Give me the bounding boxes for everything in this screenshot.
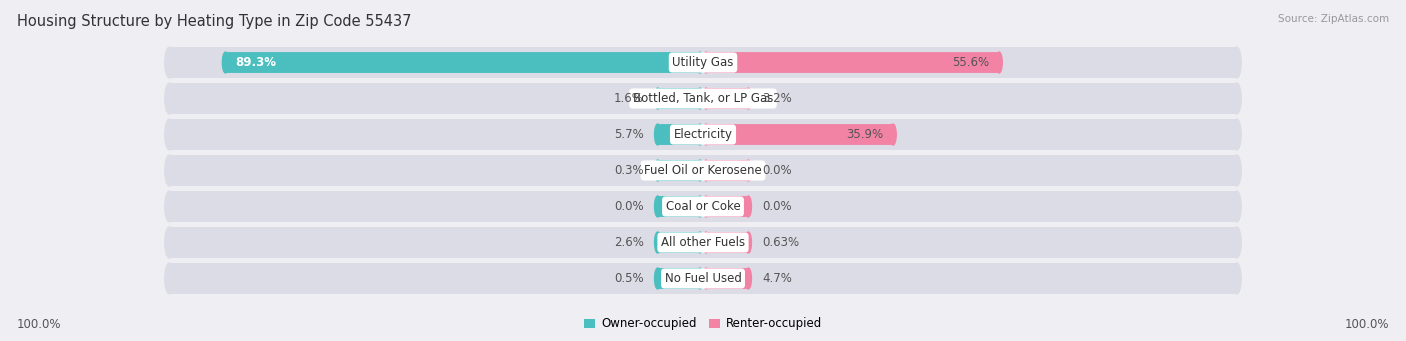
Circle shape: [697, 232, 703, 253]
Circle shape: [165, 263, 174, 294]
Circle shape: [703, 52, 709, 73]
FancyBboxPatch shape: [658, 160, 700, 181]
Text: 4.7%: 4.7%: [762, 272, 792, 285]
FancyBboxPatch shape: [706, 88, 748, 109]
FancyBboxPatch shape: [169, 227, 1237, 258]
Circle shape: [697, 88, 703, 109]
Circle shape: [703, 232, 709, 253]
Circle shape: [703, 160, 709, 181]
Text: 35.9%: 35.9%: [846, 128, 883, 141]
FancyBboxPatch shape: [658, 196, 700, 217]
Circle shape: [165, 119, 174, 150]
Circle shape: [165, 191, 174, 222]
FancyBboxPatch shape: [169, 191, 1237, 222]
Circle shape: [1232, 119, 1241, 150]
Circle shape: [165, 155, 174, 186]
Circle shape: [655, 268, 661, 289]
Text: Fuel Oil or Kerosene: Fuel Oil or Kerosene: [644, 164, 762, 177]
Text: Utility Gas: Utility Gas: [672, 56, 734, 69]
Circle shape: [165, 227, 174, 258]
Text: 2.6%: 2.6%: [614, 236, 644, 249]
Circle shape: [1232, 227, 1241, 258]
Circle shape: [1232, 47, 1241, 78]
FancyBboxPatch shape: [706, 160, 748, 181]
Text: Source: ZipAtlas.com: Source: ZipAtlas.com: [1278, 14, 1389, 24]
Circle shape: [703, 88, 709, 109]
Circle shape: [745, 196, 751, 217]
FancyBboxPatch shape: [706, 268, 748, 289]
FancyBboxPatch shape: [658, 268, 700, 289]
FancyBboxPatch shape: [169, 263, 1237, 294]
FancyBboxPatch shape: [706, 196, 748, 217]
Circle shape: [1232, 155, 1241, 186]
Circle shape: [697, 268, 703, 289]
Circle shape: [655, 160, 661, 181]
Circle shape: [697, 160, 703, 181]
Text: All other Fuels: All other Fuels: [661, 236, 745, 249]
FancyBboxPatch shape: [658, 88, 700, 109]
FancyBboxPatch shape: [706, 124, 893, 145]
Circle shape: [745, 160, 751, 181]
FancyBboxPatch shape: [706, 52, 1000, 73]
Circle shape: [165, 47, 174, 78]
Text: No Fuel Used: No Fuel Used: [665, 272, 741, 285]
Circle shape: [890, 124, 896, 145]
Circle shape: [745, 268, 751, 289]
Text: Bottled, Tank, or LP Gas: Bottled, Tank, or LP Gas: [633, 92, 773, 105]
Circle shape: [165, 83, 174, 114]
FancyBboxPatch shape: [706, 232, 748, 253]
Circle shape: [1232, 191, 1241, 222]
Circle shape: [995, 52, 1002, 73]
Circle shape: [655, 88, 661, 109]
FancyBboxPatch shape: [658, 124, 700, 145]
Text: 89.3%: 89.3%: [235, 56, 276, 69]
Text: 0.63%: 0.63%: [762, 236, 800, 249]
FancyBboxPatch shape: [225, 52, 700, 73]
FancyBboxPatch shape: [658, 232, 700, 253]
Text: Housing Structure by Heating Type in Zip Code 55437: Housing Structure by Heating Type in Zip…: [17, 14, 412, 29]
Circle shape: [697, 196, 703, 217]
Legend: Owner-occupied, Renter-occupied: Owner-occupied, Renter-occupied: [579, 313, 827, 335]
Text: 55.6%: 55.6%: [952, 56, 990, 69]
Circle shape: [655, 124, 661, 145]
Text: 0.0%: 0.0%: [762, 164, 792, 177]
Circle shape: [655, 232, 661, 253]
Text: 0.3%: 0.3%: [614, 164, 644, 177]
Circle shape: [1232, 83, 1241, 114]
Text: 0.5%: 0.5%: [614, 272, 644, 285]
FancyBboxPatch shape: [169, 47, 1237, 78]
Circle shape: [745, 232, 751, 253]
Circle shape: [703, 268, 709, 289]
FancyBboxPatch shape: [169, 155, 1237, 186]
Circle shape: [697, 124, 703, 145]
Text: 0.0%: 0.0%: [614, 200, 644, 213]
Text: 0.0%: 0.0%: [762, 200, 792, 213]
Circle shape: [703, 124, 709, 145]
Circle shape: [222, 52, 229, 73]
Text: 1.6%: 1.6%: [614, 92, 644, 105]
Text: 3.2%: 3.2%: [762, 92, 792, 105]
Text: 5.7%: 5.7%: [614, 128, 644, 141]
Circle shape: [745, 88, 751, 109]
Text: Coal or Coke: Coal or Coke: [665, 200, 741, 213]
Circle shape: [703, 196, 709, 217]
Circle shape: [1232, 263, 1241, 294]
Text: 100.0%: 100.0%: [17, 318, 62, 331]
Text: Electricity: Electricity: [673, 128, 733, 141]
FancyBboxPatch shape: [169, 119, 1237, 150]
FancyBboxPatch shape: [169, 83, 1237, 114]
Circle shape: [655, 196, 661, 217]
Text: 100.0%: 100.0%: [1344, 318, 1389, 331]
Circle shape: [697, 52, 703, 73]
